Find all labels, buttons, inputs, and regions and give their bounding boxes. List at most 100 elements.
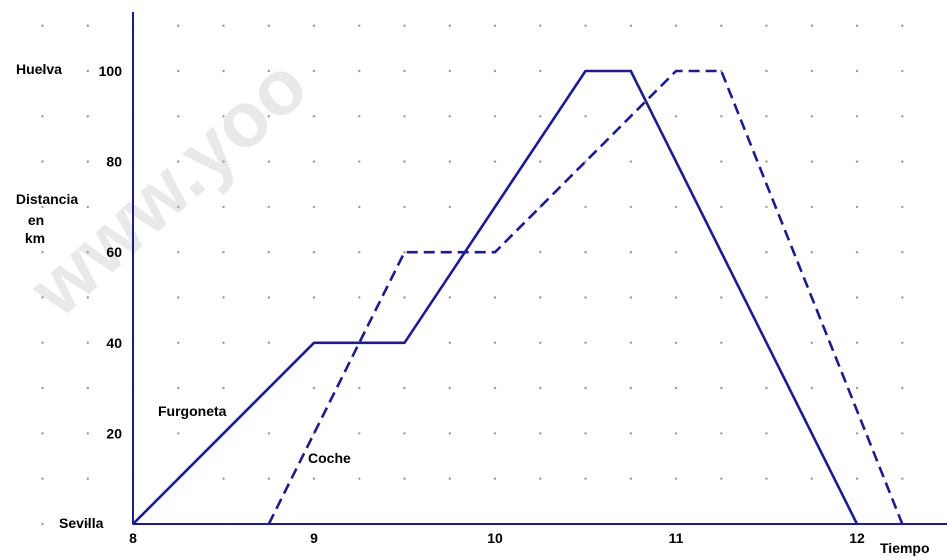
- grid-dot: [312, 69, 316, 73]
- grid-dot: [901, 432, 904, 435]
- grid-dot: [222, 24, 225, 27]
- grid-dot: [86, 386, 90, 390]
- grid-dot: [41, 522, 44, 526]
- watermark: www.yoo: [12, 40, 324, 333]
- grid-dot: [448, 386, 451, 390]
- grid-dot: [403, 477, 406, 480]
- grid-dot: [358, 115, 361, 118]
- grid-dot: [86, 251, 90, 254]
- grid-dot: [539, 477, 542, 480]
- grid-dot: [41, 115, 44, 118]
- grid-dot: [177, 296, 180, 299]
- grid-dot: [41, 251, 44, 254]
- grid-dot: [448, 24, 451, 27]
- y-axis-title: Distancia en km: [16, 191, 78, 246]
- grid-dot: [493, 69, 497, 73]
- grid-dot: [584, 205, 587, 209]
- grid-dot: [177, 205, 180, 209]
- grid-dot: [493, 341, 497, 344]
- grid-dot: [901, 341, 904, 344]
- grid-dot: [901, 69, 904, 73]
- grid-dot: [855, 205, 859, 209]
- grid-dot: [403, 432, 406, 435]
- grid-dot: [901, 160, 904, 163]
- grid-dot: [222, 477, 225, 480]
- grid-dot: [629, 477, 632, 480]
- x-tick-label: 11: [669, 530, 684, 546]
- grid-dot: [674, 296, 678, 299]
- y-tick-labels: 20 40 60 80 100: [99, 63, 123, 441]
- grid-dot: [267, 24, 270, 27]
- grid-dot: [629, 432, 632, 435]
- grid-dot: [448, 205, 451, 209]
- grid-dot: [584, 251, 587, 254]
- grid-dot: [403, 160, 406, 163]
- grid-dot: [312, 386, 316, 390]
- grid-dot: [539, 432, 542, 435]
- grid-dot: [584, 432, 587, 435]
- grid-dot: [222, 386, 225, 390]
- grid-dot: [448, 477, 451, 480]
- grid-dot: [855, 341, 859, 344]
- y-axis-title-line-3: km: [25, 230, 45, 246]
- grid-dot: [629, 341, 632, 344]
- grid-dot: [901, 205, 904, 209]
- x-tick-label: 8: [129, 530, 137, 546]
- grid-dot: [720, 115, 723, 118]
- grid-dot: [855, 251, 859, 254]
- grid-dot: [403, 69, 406, 73]
- grid-dot: [539, 160, 542, 163]
- grid-dot: [720, 386, 723, 390]
- x-tick-label: 9: [310, 530, 318, 546]
- grid-dots: [41, 24, 904, 526]
- grid-dot: [674, 432, 678, 435]
- grid-dot: [901, 115, 904, 118]
- grid-dot: [403, 251, 406, 254]
- grid-dot: [312, 160, 316, 163]
- grid-dot: [177, 341, 180, 344]
- grid-dot: [222, 160, 225, 163]
- grid-dot: [720, 296, 723, 299]
- grid-dot: [41, 341, 44, 344]
- grid-dot: [810, 24, 813, 27]
- grid-dot: [267, 477, 270, 480]
- grid-dot: [267, 205, 270, 209]
- grid-dot: [629, 296, 632, 299]
- grid-dot: [222, 251, 225, 254]
- grid-dot: [312, 296, 316, 299]
- grid-dot: [539, 69, 542, 73]
- grid-dot: [629, 386, 632, 390]
- grid-dot: [86, 296, 90, 299]
- grid-dot: [720, 160, 723, 163]
- grid-dot: [584, 160, 587, 163]
- grid-dot: [810, 251, 813, 254]
- grid-dot: [41, 205, 44, 209]
- grid-dot: [493, 477, 497, 480]
- grid-dot: [765, 24, 768, 27]
- grid-dot: [222, 69, 225, 73]
- grid-dot: [177, 432, 180, 435]
- grid-dot: [41, 477, 44, 480]
- grid-dot: [765, 69, 768, 73]
- grid-dot: [493, 115, 497, 118]
- grid-dot: [855, 69, 859, 73]
- grid-dot: [810, 160, 813, 163]
- grid-dot: [855, 296, 859, 299]
- grid-dot: [358, 477, 361, 480]
- grid-dot: [584, 386, 587, 390]
- grid-dot: [901, 296, 904, 299]
- series-layer: [132, 69, 904, 525]
- grid-dot: [448, 432, 451, 435]
- grid-dot: [584, 477, 587, 480]
- grid-dot: [403, 115, 406, 118]
- place-label-bottom: Sevilla: [59, 515, 104, 531]
- grid-dot: [403, 24, 406, 27]
- grid-dot: [312, 115, 316, 118]
- grid-dot: [222, 341, 225, 344]
- grid-dot: [539, 24, 542, 27]
- grid-dot: [358, 251, 361, 254]
- grid-dot: [720, 24, 723, 27]
- grid-dot: [267, 432, 270, 435]
- x-axis-title: Tiempo: [880, 540, 930, 556]
- grid-dot: [720, 205, 723, 209]
